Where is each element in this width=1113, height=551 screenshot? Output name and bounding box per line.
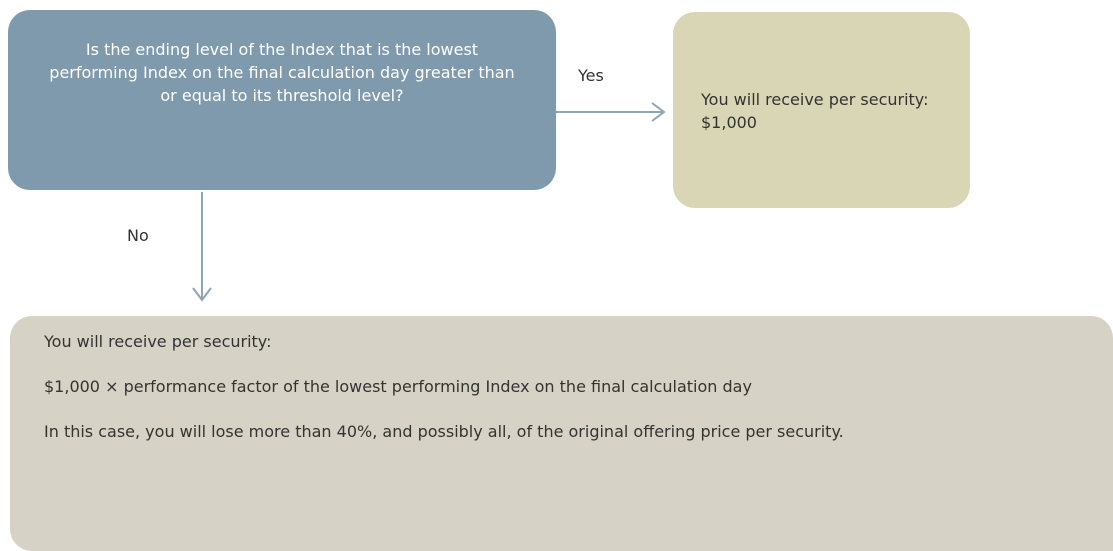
yes-label: Yes — [578, 66, 604, 85]
no-node: You will receive per security: $1,000 × … — [10, 316, 1113, 551]
no-label: No — [127, 226, 149, 245]
yes-node: You will receive per security: $1,000 — [673, 12, 970, 208]
no-arrowhead — [192, 287, 212, 302]
yes-arrowhead — [651, 102, 666, 122]
paragraph: In this case, you will lose more than 40… — [44, 422, 844, 441]
question-node: Is the ending level of the Index that is… — [8, 10, 556, 190]
paragraph: $1,000 × performance factor of the lowes… — [44, 377, 752, 396]
paragraph: You will receive per security: — [44, 332, 272, 351]
